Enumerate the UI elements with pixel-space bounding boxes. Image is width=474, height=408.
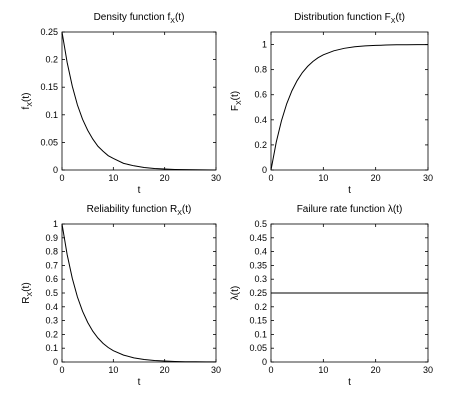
x-tick-label: 30: [423, 365, 433, 375]
y-tick-label: 0.4: [254, 115, 267, 125]
y-axis-label: RX(t): [21, 282, 34, 303]
y-tick-label: 0.2: [254, 140, 267, 150]
y-tick-label: 0: [53, 357, 58, 367]
x-tick-label: 20: [371, 173, 381, 183]
y-tick-label: 0: [262, 165, 267, 175]
y-tick-label: 0.15: [40, 82, 58, 92]
subplot-2: 0 10 20 30 0 0.2 0.4 0.6 0.8 1 Distribution functi…: [230, 12, 433, 196]
y-tick-label: 0.15: [249, 316, 267, 326]
y-tick-label: 1: [53, 219, 58, 229]
y-tick-label: 0.1: [45, 110, 58, 120]
axes-frame: [61, 223, 217, 363]
axes-frame: [61, 31, 217, 171]
y-tick-label: 0.2: [45, 55, 58, 65]
plot-title: Density function fX(t): [94, 12, 185, 25]
x-tick-label: 10: [318, 173, 328, 183]
x-tick-label: 0: [59, 173, 64, 183]
subplot-4: 0 10 20 30 0 0.05 0.1 0.15 0.2 0.25 0.3 0.35 0.4 0.45…: [230, 204, 433, 388]
x-tick-label: 20: [160, 173, 170, 183]
x-tick-label: 30: [211, 173, 221, 183]
series-line: [61, 31, 217, 171]
y-tick-label: 0: [53, 165, 58, 175]
x-tick-label: 0: [268, 173, 273, 183]
y-tick-label: 0.7: [45, 260, 58, 270]
y-tick-label: 0.3: [45, 316, 58, 326]
x-axis-label: t: [348, 377, 351, 388]
plot-title: Failure rate function λ(t): [297, 204, 403, 215]
y-axis-label: FX(t): [230, 91, 243, 111]
y-tick-label: 0.9: [45, 233, 58, 243]
x-tick-label: 20: [160, 365, 170, 375]
y-tick-label: 0.6: [254, 90, 267, 100]
y-tick-label: 0.05: [40, 137, 58, 147]
axes-frame: [270, 31, 429, 171]
y-tick-label: 0.4: [254, 247, 267, 257]
subplot-3: 0 10 20 30 0 0.1 0.2 0.3 0.4 0.5 0.6 0.7 0.8 0.9 1 Reli…: [21, 204, 221, 388]
series-line: [61, 223, 217, 363]
x-tick-label: 20: [371, 365, 381, 375]
y-tick-label: 0: [262, 357, 267, 367]
x-axis-label: t: [138, 185, 141, 196]
subplot-1: 0 10 20 30 0 0.05 0.1 0.15 0.2 0.25 Density functi…: [21, 12, 221, 196]
y-tick-label: 1: [262, 40, 267, 50]
x-tick-label: 0: [59, 365, 64, 375]
x-axis-label: t: [348, 185, 351, 196]
plot-title: Distribution function FX(t): [294, 12, 405, 25]
plot-title: Reliability function RX(t): [87, 204, 192, 217]
x-tick-label: 30: [423, 173, 433, 183]
y-tick-label: 0.2: [45, 329, 58, 339]
y-tick-label: 0.25: [40, 27, 58, 37]
y-tick-label: 0.8: [254, 65, 267, 75]
y-tick-label: 0.5: [254, 219, 267, 229]
y-tick-label: 0.25: [249, 288, 267, 298]
series-line: [270, 44, 428, 171]
y-tick-label: 0.1: [45, 343, 58, 353]
x-tick-label: 10: [318, 365, 328, 375]
y-tick-label: 0.3: [254, 274, 267, 284]
y-tick-label: 0.35: [249, 260, 267, 270]
y-tick-label: 0.2: [254, 302, 267, 312]
y-axis-label: fX(t): [21, 93, 34, 110]
y-tick-label: 0.1: [254, 329, 267, 339]
x-tick-label: 0: [268, 365, 273, 375]
y-tick-label: 0.5: [45, 288, 58, 298]
y-tick-label: 0.6: [45, 274, 58, 284]
x-tick-label: 30: [211, 365, 221, 375]
x-tick-label: 10: [108, 173, 118, 183]
y-tick-label: 0.45: [249, 233, 267, 243]
y-tick-label: 0.05: [249, 343, 267, 353]
x-tick-label: 10: [108, 365, 118, 375]
y-tick-label: 0.8: [45, 247, 58, 257]
y-tick-label: 0.4: [45, 302, 58, 312]
y-axis-label: λ(t): [230, 286, 241, 300]
x-axis-label: t: [138, 377, 141, 388]
